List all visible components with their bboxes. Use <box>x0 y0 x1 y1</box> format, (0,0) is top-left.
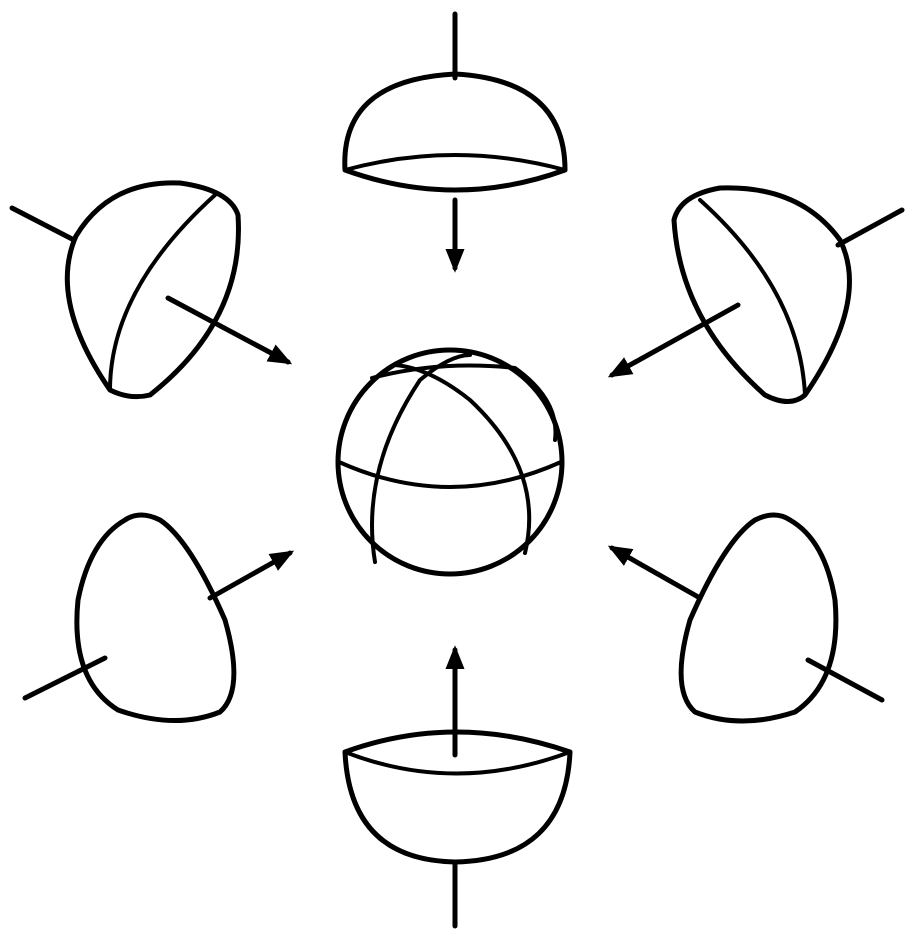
axis-line-lower-right <box>805 657 885 703</box>
arrow-to-center-upper-right <box>607 302 741 378</box>
axis-line-upper-left <box>9 205 77 243</box>
hemisphere-lower-right <box>607 512 885 724</box>
hemisphere-lower-left <box>22 512 295 724</box>
hemisphere-bottom <box>342 645 573 929</box>
axis-line-upper-right <box>835 207 905 248</box>
axis-line-lower-left <box>22 655 108 701</box>
hemisphere-top <box>342 11 568 273</box>
center-sphere <box>335 347 565 577</box>
arrow-to-center-lower-left <box>207 550 295 601</box>
hemisphere-upper-right <box>607 185 905 404</box>
arrow-to-center-upper-left <box>165 295 293 365</box>
arrow-to-center-lower-right <box>607 545 703 601</box>
hemisphere-upper-left <box>9 180 293 400</box>
